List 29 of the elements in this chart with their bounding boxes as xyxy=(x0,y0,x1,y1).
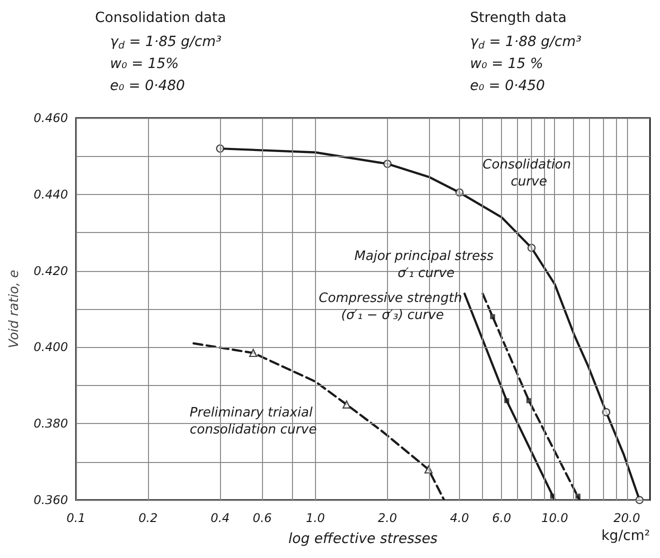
text: e₀ = 0·480 xyxy=(110,78,186,94)
y-tick-label: 0.460 xyxy=(34,111,68,125)
x-tick-label: 0.4 xyxy=(210,511,230,525)
x-tick-label: 0.2 xyxy=(138,511,158,525)
text: w₀ = 15% xyxy=(110,56,179,72)
text: Strength data xyxy=(470,10,567,26)
x-axis-title: log effective stresses xyxy=(288,531,438,547)
x-tick-label: 10.0 xyxy=(541,511,568,525)
y-tick-label: 0.360 xyxy=(34,493,68,507)
x-tick-label: 2.0 xyxy=(378,511,398,525)
x-tick-label: 4.0 xyxy=(450,511,470,525)
x-tick-label: 1.0 xyxy=(306,511,326,525)
text: e₀ = 0·450 xyxy=(470,78,546,94)
x-tick-label: 20.0 xyxy=(613,511,641,525)
y-tick-label: 0.420 xyxy=(34,264,68,278)
x-tick-label: 6.0 xyxy=(492,511,512,525)
y-axis-title: Void ratio, e xyxy=(7,270,22,348)
x-tick-label: 0.1 xyxy=(66,511,86,525)
y-tick-label: 0.440 xyxy=(34,187,68,202)
series-label: Major principal stress σ′₁ curve xyxy=(354,249,498,282)
text: Consolidation data xyxy=(95,10,226,26)
series-label: Compressive strength (σ′₁ − σ′₃) curve xyxy=(318,291,466,324)
y-tick-label: 0.400 xyxy=(34,340,68,354)
text: w₀ = 15 % xyxy=(470,56,544,72)
series-label: Preliminary triaxial consolidation curve xyxy=(190,406,317,438)
y-tick-label: 0.380 xyxy=(34,416,68,431)
series-label: Consolidation curve xyxy=(482,157,576,190)
x-tick-label: 0.6 xyxy=(252,511,272,525)
text: kg/cm² xyxy=(601,528,650,544)
